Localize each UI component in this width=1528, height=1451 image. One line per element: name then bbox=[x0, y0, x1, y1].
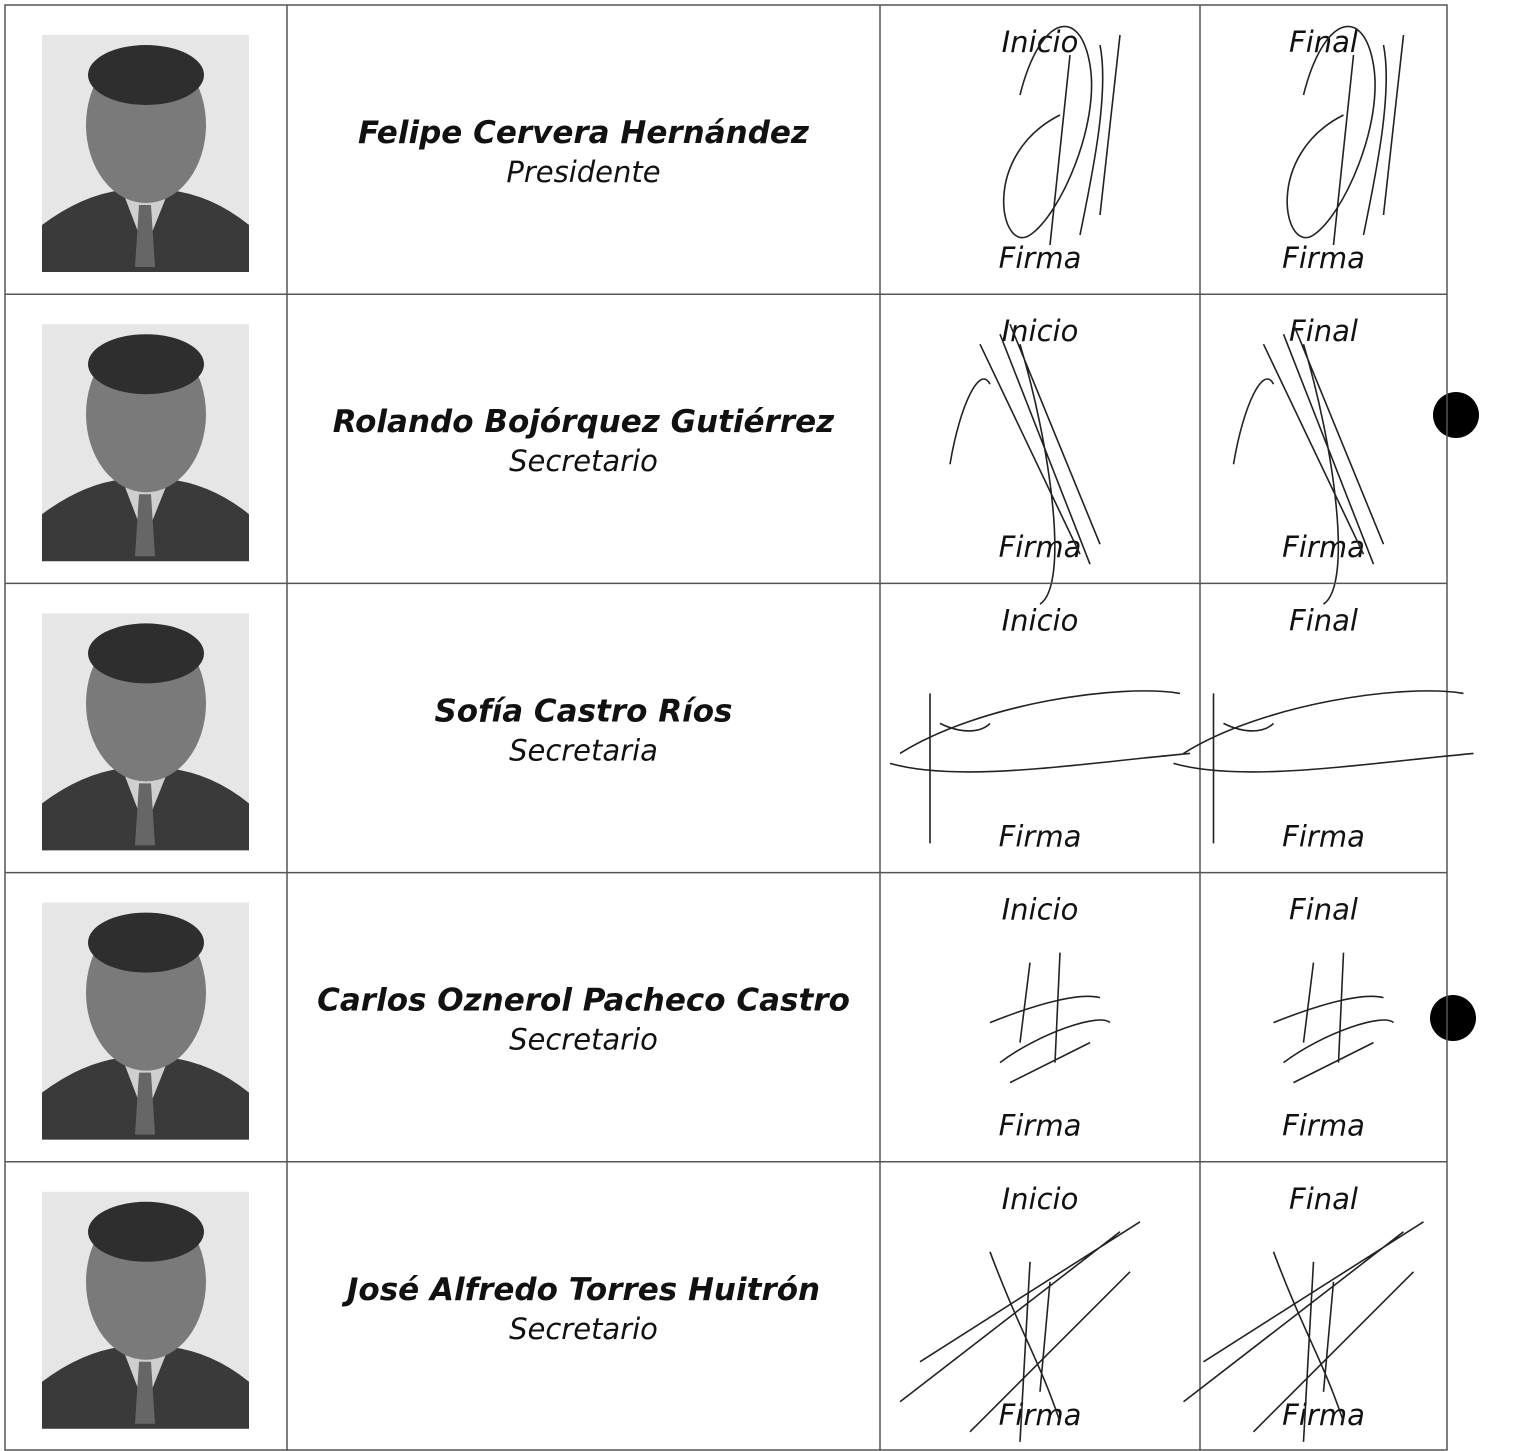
photo-tie bbox=[135, 1361, 155, 1424]
person-role: Secretario bbox=[509, 444, 658, 478]
signature-cell-footer: Firma bbox=[999, 819, 1082, 853]
person-role: Secretario bbox=[509, 1312, 658, 1346]
punch-hole bbox=[1430, 995, 1476, 1041]
signature-cell-label: Final bbox=[1289, 603, 1358, 637]
signature-cell-label: Inicio bbox=[1002, 1182, 1079, 1216]
photo bbox=[42, 1191, 249, 1429]
signature-cell-footer: Firma bbox=[1282, 819, 1365, 853]
signature-cell-label: Final bbox=[1289, 314, 1358, 348]
photo-hair bbox=[88, 334, 204, 395]
signature-stroke bbox=[1286, 25, 1405, 246]
photo bbox=[42, 35, 249, 272]
signature-cell-label: Inicio bbox=[1002, 314, 1079, 348]
signature-stroke bbox=[1273, 952, 1395, 1084]
signature-cell-label: Final bbox=[1289, 1182, 1358, 1216]
signature-cell-footer: Firma bbox=[1282, 241, 1365, 275]
person-role: Secretaria bbox=[509, 733, 658, 767]
photo-tie bbox=[135, 494, 155, 557]
person-name: Carlos Oznerol Pacheco Castro bbox=[317, 983, 850, 1019]
signature-cell-label: Inicio bbox=[1002, 25, 1079, 59]
photo bbox=[42, 613, 249, 851]
photo-tie bbox=[135, 783, 155, 846]
person-name: José Alfredo Torres Huitrón bbox=[341, 1272, 820, 1308]
signature-stroke bbox=[899, 1221, 1141, 1442]
signature-stroke bbox=[1232, 323, 1385, 605]
signature-stroke bbox=[1183, 1221, 1424, 1442]
signature-stroke bbox=[1173, 690, 1474, 844]
photo bbox=[42, 324, 249, 562]
signature-stroke bbox=[1002, 25, 1121, 246]
signature-cell-label: Final bbox=[1289, 25, 1358, 59]
signature-stroke bbox=[949, 323, 1101, 605]
person-name: Rolando Bojórquez Gutiérrez bbox=[333, 404, 835, 440]
photo bbox=[42, 902, 249, 1140]
signature-cell-footer: Firma bbox=[999, 1398, 1082, 1432]
photo-tie bbox=[135, 1072, 155, 1135]
signature-cell-label: Inicio bbox=[1002, 893, 1079, 927]
signature-cell-footer: Firma bbox=[1282, 1109, 1365, 1143]
signature-cell-footer: Firma bbox=[999, 530, 1082, 564]
signature-stroke bbox=[989, 952, 1111, 1084]
signature-cell-footer: Firma bbox=[999, 1109, 1082, 1143]
signature-cell-footer: Firma bbox=[1282, 1398, 1365, 1432]
person-role: Secretario bbox=[509, 1023, 658, 1057]
signature-cell-footer: Firma bbox=[999, 241, 1082, 275]
photo-hair bbox=[88, 912, 204, 973]
photo-tie bbox=[135, 205, 155, 267]
signature-cell-footer: Firma bbox=[1282, 530, 1365, 564]
punch-hole bbox=[1433, 392, 1479, 438]
table-border bbox=[4, 4, 1448, 1451]
signature-cell-label: Final bbox=[1289, 893, 1358, 927]
person-name: Sofía Castro Ríos bbox=[434, 693, 732, 729]
signature-stroke bbox=[889, 690, 1191, 844]
person-name: Felipe Cervera Hernández bbox=[358, 115, 810, 151]
person-role: Presidente bbox=[506, 155, 660, 189]
photo-hair bbox=[88, 1201, 204, 1262]
photo-hair bbox=[88, 45, 204, 105]
signature-cell-label: Inicio bbox=[1002, 603, 1079, 637]
photo-hair bbox=[88, 623, 204, 684]
